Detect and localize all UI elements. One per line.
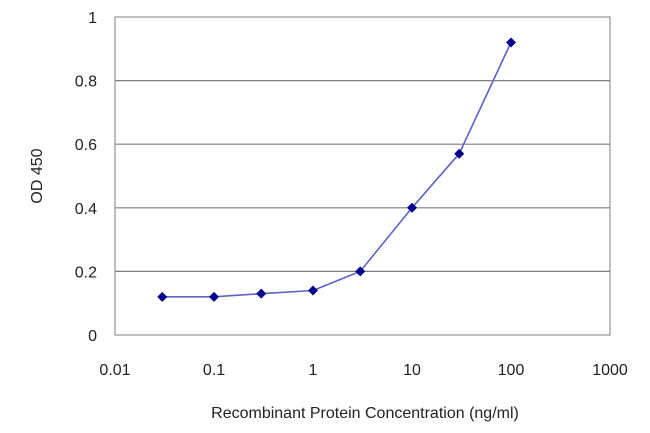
data-point-marker bbox=[256, 288, 267, 299]
x-tick-label: 10 bbox=[403, 362, 421, 379]
x-tick-label: 1 bbox=[309, 362, 318, 379]
data-point-marker bbox=[355, 266, 366, 277]
x-tick-label: 100 bbox=[498, 362, 525, 379]
y-tick-label: 0.4 bbox=[75, 201, 97, 218]
data-point-marker bbox=[454, 148, 465, 159]
y-tick-label: 1 bbox=[88, 10, 97, 27]
plot-area bbox=[114, 16, 611, 336]
x-tick-label: 0.1 bbox=[203, 362, 225, 379]
series-group bbox=[157, 37, 516, 302]
y-tick-label: 0.8 bbox=[75, 74, 97, 91]
data-point-marker bbox=[506, 37, 516, 48]
y-tick-labels: 0 0.2 0.4 0.6 0.8 1 bbox=[75, 10, 97, 345]
y-tick-label: 0.2 bbox=[75, 264, 97, 281]
x-axis-title: Recombinant Protein Concentration (ng/ml… bbox=[211, 405, 519, 422]
data-point-marker bbox=[407, 202, 417, 213]
x-tick-label: 1000 bbox=[592, 362, 628, 379]
data-point-marker bbox=[157, 291, 168, 302]
x-tick-labels: 0.01 0.1 1 10 100 1000 bbox=[99, 362, 627, 379]
data-point-marker bbox=[209, 291, 219, 302]
y-axis-title: OD 450 bbox=[29, 148, 46, 203]
series-line bbox=[162, 42, 512, 298]
y-tick-label: 0.6 bbox=[75, 137, 97, 154]
x-tick-label: 0.01 bbox=[99, 362, 130, 379]
y-tick-label: 0 bbox=[88, 328, 97, 345]
data-point-marker bbox=[308, 285, 318, 296]
